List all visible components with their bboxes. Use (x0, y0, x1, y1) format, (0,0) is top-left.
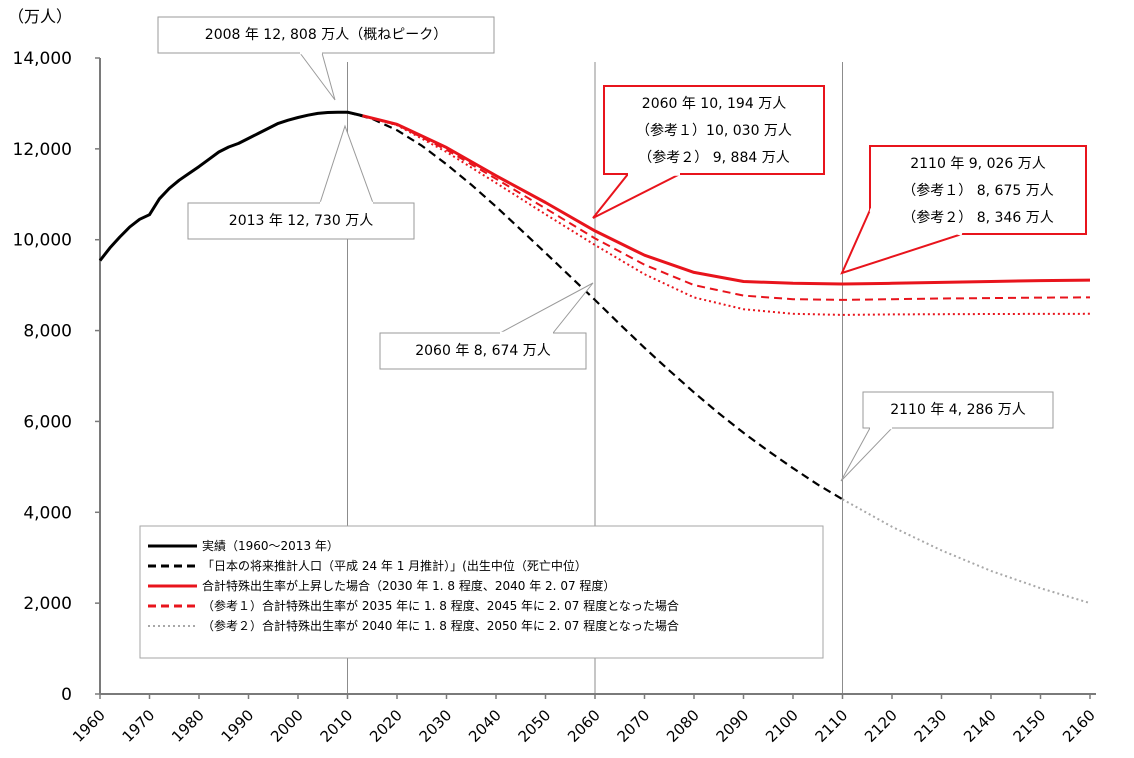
y-unit-label: （万人） (8, 7, 72, 26)
x-tick-label: 2010 (317, 706, 357, 746)
annotation-seam (869, 208, 963, 236)
annotation-box (379, 332, 587, 370)
x-tick-label: 2120 (861, 706, 901, 746)
x-tick-label: 1990 (218, 706, 258, 746)
x-tick-label: 1980 (168, 706, 208, 746)
x-tick-label: 2090 (713, 706, 753, 746)
annotation-text: （参考２） 8, 346 万人 (902, 209, 1053, 226)
y-tick-label: 0 (61, 685, 72, 705)
series-lines (98, 110, 1091, 605)
series-line-projection (347, 111, 844, 501)
y-tick-label: 2,000 (23, 594, 72, 614)
annotation-proj2060: 2060 年 8, 674 万人 (379, 282, 594, 370)
annotation-raised2060: 2060 年 10, 194 万人 （参考１）10, 030 万人 （参考２） 9,… (592, 85, 825, 219)
legend-item: （参考１）合計特殊出生率が 2035 年に 1. 8 程度、2045 年に 2.… (148, 598, 679, 613)
series-line-long_term (842, 498, 1091, 605)
x-tick-label: 2160 (1059, 706, 1099, 746)
legend-label: 「日本の将来推計人口（平成 24 年 1 月推計）」(出生中位（死亡中位） (202, 558, 587, 573)
x-tick-labels: 1960 1970 1980 1990 2000 2010 2020 2030 2040 2050… (69, 706, 1099, 746)
x-tick-label: 2050 (515, 706, 555, 746)
annotation-pointer (319, 124, 374, 204)
annotation-peak: 2008 年 12, 808 万人（概ねピーク） (157, 16, 495, 101)
y-tick-label: 4,000 (23, 503, 72, 523)
y-tick-label: 10,000 (13, 231, 72, 251)
y-tick-label: 14,000 (13, 49, 72, 69)
legend-label: 合計特殊出生率が上昇した場合（2030 年 1. 8 程度、2040 年 2. … (202, 578, 615, 593)
x-tick-label: 2040 (465, 706, 505, 746)
legend-label: （参考２）合計特殊出生率が 2040 年に 1. 8 程度、2050 年に 2.… (202, 618, 679, 633)
x-tick-label: 2070 (614, 706, 654, 746)
annotation-text: （参考１）10, 030 万人 (636, 122, 792, 139)
series-line-actual (98, 110, 363, 262)
series-line-ref1 (362, 114, 1091, 301)
annotation-box (187, 202, 415, 240)
annotation-text: 2013 年 12, 730 万人 (229, 213, 373, 229)
annotation-box (862, 391, 1054, 429)
x-tick-label: 2080 (663, 706, 703, 746)
x-tick-label: 2150 (1010, 706, 1050, 746)
y-tick-label: 6,000 (23, 412, 72, 432)
annotation-text: （参考１） 8, 675 万人 (902, 182, 1053, 199)
annotation-text: 2008 年 12, 808 万人（概ねピーク） (205, 27, 447, 43)
annotation-text: 2110 年 9, 026 万人 (910, 156, 1046, 172)
x-tick-label: 2020 (366, 706, 406, 746)
y-tick-labels: 0 2,000 4,000 6,000 8,000 10,000 12,000 14,000 (13, 49, 72, 705)
legend-item: 「日本の将来推計人口（平成 24 年 1 月推計）」(出生中位（死亡中位） (148, 558, 587, 573)
x-tick-label: 2130 (911, 706, 951, 746)
x-tick-label: 2000 (267, 706, 307, 746)
x-tick-label: 2030 (416, 706, 456, 746)
legend-box (139, 525, 824, 659)
annotations: 2008 年 12, 808 万人（概ねピーク） 2013 年 12, 730 万… (157, 16, 1087, 482)
annotation-text: 2060 年 10, 194 万人 (642, 96, 786, 112)
x-tick-label: 2140 (960, 706, 1000, 746)
annotation-proj2110: 2110 年 4, 286 万人 (840, 391, 1054, 482)
x-tick-label: 2110 (812, 706, 852, 746)
axes (95, 57, 1096, 699)
x-tick-label: 1960 (69, 706, 109, 746)
x-tick-label: 2060 (564, 706, 604, 746)
annotation-text: 2060 年 8, 674 万人 (415, 343, 551, 359)
annotation-pointer (592, 173, 681, 219)
x-tick-label: 1970 (119, 706, 159, 746)
legend-item: （参考２）合計特殊出生率が 2040 年に 1. 8 程度、2050 年に 2.… (148, 618, 679, 633)
annotation-text: （参考２） 9, 884 万人 (638, 149, 789, 166)
y-tick-label: 8,000 (23, 322, 72, 342)
annotation-box (157, 16, 495, 54)
annotation-box (603, 85, 825, 175)
x-tick-label: 2100 (762, 706, 802, 746)
series-line-raised (362, 114, 1091, 286)
legend-label: 実績（1960～2013 年） (202, 538, 339, 553)
annotation-raised2110: 2110 年 9, 026 万人 （参考１） 8, 675 万人 （参考２） 8, … (840, 145, 1087, 275)
legend-label: （参考１）合計特殊出生率が 2035 年に 1. 8 程度、2045 年に 2.… (202, 598, 679, 613)
y-tick-label: 12,000 (13, 140, 72, 160)
legend: 実績（1960～2013 年） 「日本の将来推計人口（平成 24 年 1 月推計）… (139, 525, 824, 659)
annotation-text: 2110 年 4, 286 万人 (890, 402, 1026, 418)
series-line-ref2 (362, 114, 1091, 316)
annotation-pointer (840, 427, 894, 482)
legend-item: 実績（1960～2013 年） (148, 538, 339, 553)
annotation-y2013: 2013 年 12, 730 万人 (187, 124, 415, 240)
annotation-pointer (499, 282, 594, 334)
annotation-pointer (299, 52, 336, 101)
legend-item: 合計特殊出生率が上昇した場合（2030 年 1. 8 程度、2040 年 2. … (148, 578, 615, 593)
